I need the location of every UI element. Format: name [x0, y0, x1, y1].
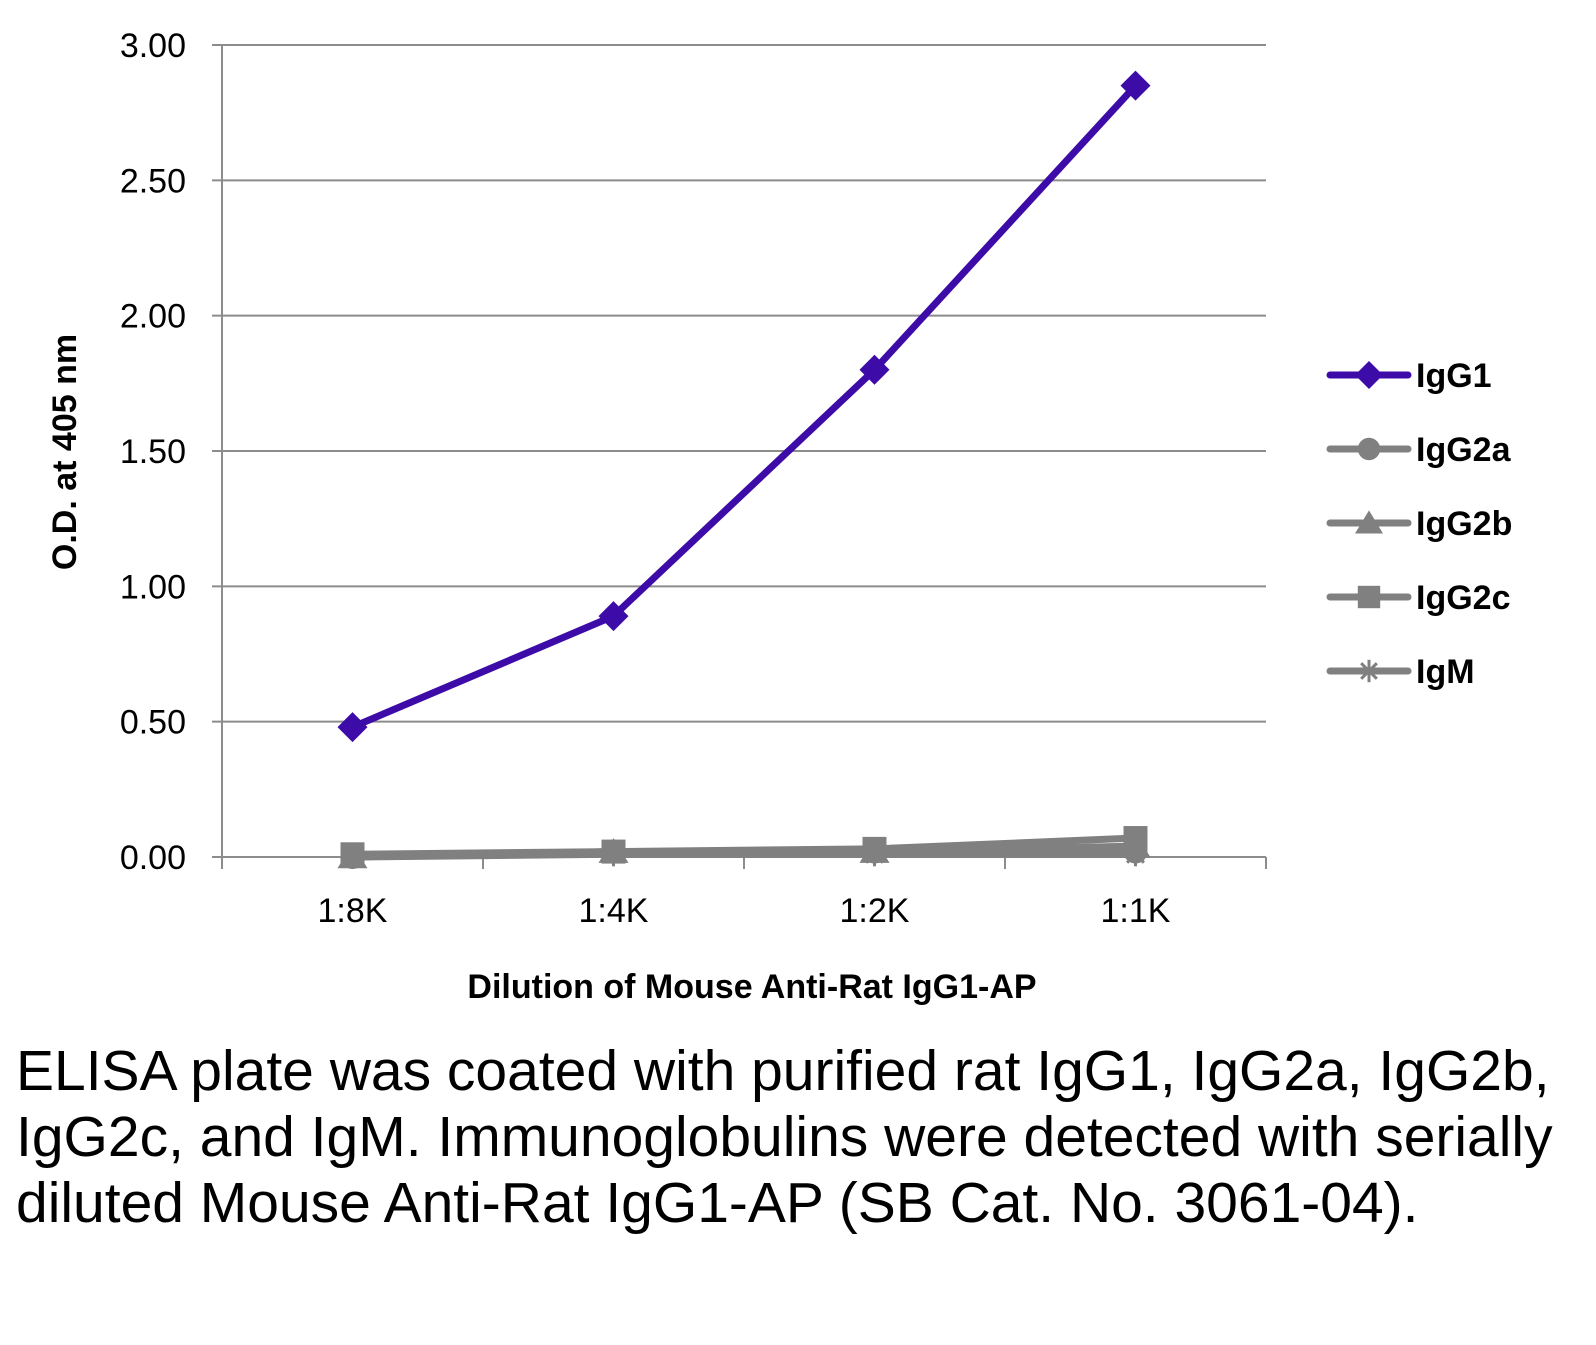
y-tick-label: 0.50	[120, 704, 186, 742]
legend-label: IgG2b	[1416, 505, 1512, 543]
y-tick-label: 1.50	[120, 433, 186, 471]
legend-marker-diamond-icon	[1355, 361, 1383, 389]
legend-item-igg1: IgG1	[1326, 357, 1492, 395]
x-axis-title: Dilution of Mouse Anti-Rat IgG1-AP	[467, 968, 1036, 1006]
legend-label: IgG1	[1416, 357, 1492, 395]
x-tick-label: 1:4K	[579, 892, 649, 930]
figure-caption: ELISA plate was coated with purified rat…	[16, 1039, 1553, 1235]
series-igg2a	[340, 839, 1148, 869]
legend-item-igg2b: IgG2b	[1326, 505, 1512, 543]
data-point-igg1	[1120, 70, 1151, 101]
gridlines	[212, 44, 1266, 723]
legend-label: IgG2a	[1416, 431, 1512, 469]
series-igg1	[337, 70, 1151, 743]
x-tick-labels: 1:8K 1:4K 1:2K 1:1K	[318, 892, 1171, 930]
legend-marker-circle-icon	[1357, 437, 1381, 461]
data-point-igg1	[859, 354, 890, 385]
series-line-igg1	[349, 82, 1139, 731]
data-point-igg1	[598, 601, 629, 632]
x-tick-label: 1:8K	[318, 892, 388, 930]
x-tick-label: 1:2K	[840, 892, 910, 930]
y-tick-label: 2.00	[120, 298, 186, 336]
legend-item-igg2c: IgG2c	[1326, 579, 1510, 617]
y-tick-labels: 0.00 0.50 1.00 1.50 2.00 2.50 3.00	[120, 27, 186, 877]
data-point-igg2a	[340, 845, 365, 869]
legend-marker-triangle-icon	[1355, 510, 1383, 534]
data-point-igg2a	[1123, 839, 1148, 864]
axes	[212, 45, 1267, 869]
y-axis-title: O.D. at 405 nm	[46, 334, 84, 570]
series-line-igg2a	[349, 848, 1139, 861]
elisa-line-chart: 0.00 0.50 1.00 1.50 2.00 2.50 3.00 1:8K 1:4K 1:2…	[46, 27, 1512, 1006]
legend-item-igg2a: IgG2a	[1326, 431, 1512, 469]
y-tick-label: 1.00	[120, 568, 186, 606]
y-tick-label: 3.00	[120, 27, 186, 65]
data-point-igg2a	[601, 839, 626, 864]
legend-label: IgG2c	[1416, 579, 1510, 617]
series-group	[337, 70, 1151, 869]
legend-marker-asterisk-icon	[1357, 659, 1381, 683]
legend-label: IgM	[1416, 653, 1475, 691]
data-point-igg2a	[862, 839, 887, 864]
data-point-igg1	[337, 712, 368, 743]
y-tick-label: 0.00	[120, 839, 186, 877]
legend-item-igm: IgM	[1326, 653, 1475, 691]
x-tick-label: 1:1K	[1101, 892, 1171, 930]
y-tick-label: 2.50	[120, 162, 186, 200]
legend: IgG1 IgG2a IgG2b IgG2c IgM	[1326, 357, 1512, 691]
legend-marker-square-icon	[1357, 585, 1381, 609]
